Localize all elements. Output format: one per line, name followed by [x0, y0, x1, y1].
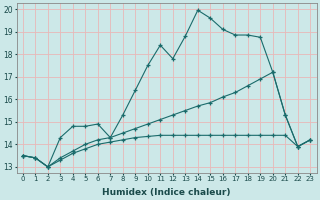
X-axis label: Humidex (Indice chaleur): Humidex (Indice chaleur) — [102, 188, 231, 197]
